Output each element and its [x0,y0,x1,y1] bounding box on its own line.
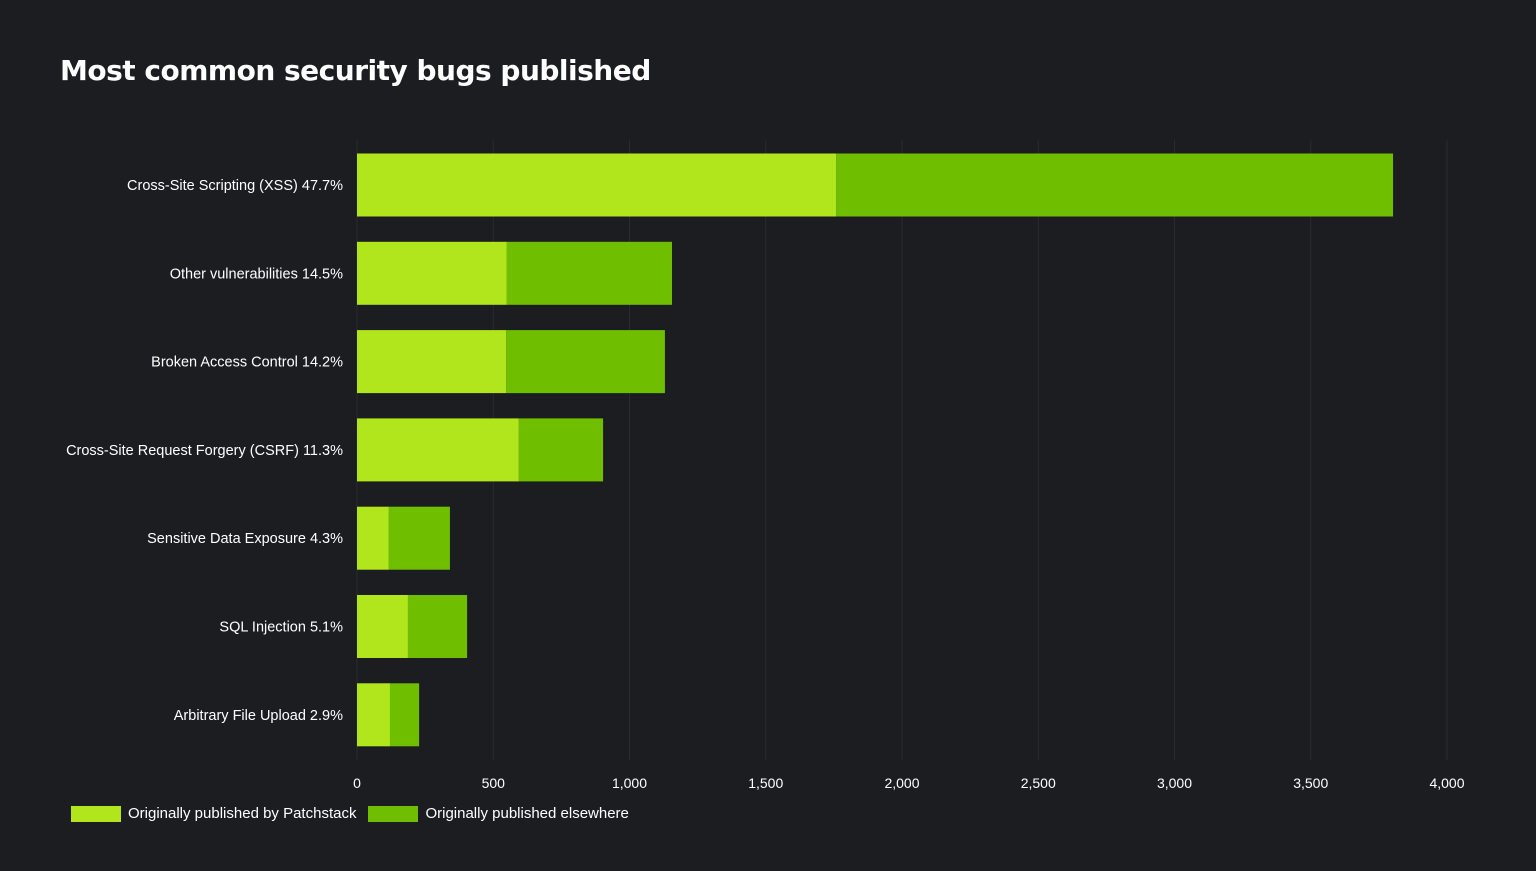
bar-patchstack [357,241,507,305]
category-label: Cross-Site Request Forgery (CSRF) 11.3% [66,443,343,459]
bar-patchstack [357,330,507,394]
x-tick-label: 4,000 [1429,775,1464,791]
legend-swatch-patchstack [71,805,121,822]
legend-label-elsewhere: Originally published elsewhere [425,805,629,822]
legend-item-elsewhere[interactable]: Originally published elsewhere [368,805,629,822]
bar-elsewhere [836,153,1394,217]
bar-elsewhere [506,330,665,394]
bar-elsewhere [388,506,450,570]
x-tick-label: 2,500 [1021,775,1056,791]
category-label: Broken Access Control 14.2% [151,355,343,371]
legend-swatch-elsewhere [368,805,419,822]
x-tick-label: 0 [353,775,361,791]
bar-elsewhere [506,241,673,305]
bar-patchstack [357,595,408,658]
bar-patchstack [357,683,390,747]
legend-label-patchstack: Originally published by Patchstack [128,805,357,822]
category-label: Sensitive Data Exposure 4.3% [147,531,343,547]
bar-elsewhere [518,418,604,482]
bar-elsewhere [407,595,468,658]
legend: Originally published by Patchstack Origi… [71,805,641,822]
legend-item-patchstack[interactable]: Originally published by Patchstack [71,805,356,822]
x-tick-label: 2,000 [884,775,919,791]
x-tick-label: 500 [482,775,506,791]
category-label: Cross-Site Scripting (XSS) 47.7% [127,178,343,194]
x-tick-label: 1,000 [612,775,647,791]
bar-patchstack [357,418,519,482]
x-tick-label: 3,500 [1293,775,1328,791]
category-label: Other vulnerabilities 14.5% [170,266,343,282]
bar-elsewhere [389,683,420,747]
x-tick-label: 1,500 [748,775,783,791]
bar-patchstack [357,153,837,217]
category-label: Arbitrary File Upload 2.9% [174,708,343,724]
bar-patchstack [357,506,389,570]
category-label: SQL Injection 5.1% [219,620,343,636]
chart-title: Most common security bugs published [60,54,651,87]
x-tick-label: 3,000 [1157,775,1192,791]
